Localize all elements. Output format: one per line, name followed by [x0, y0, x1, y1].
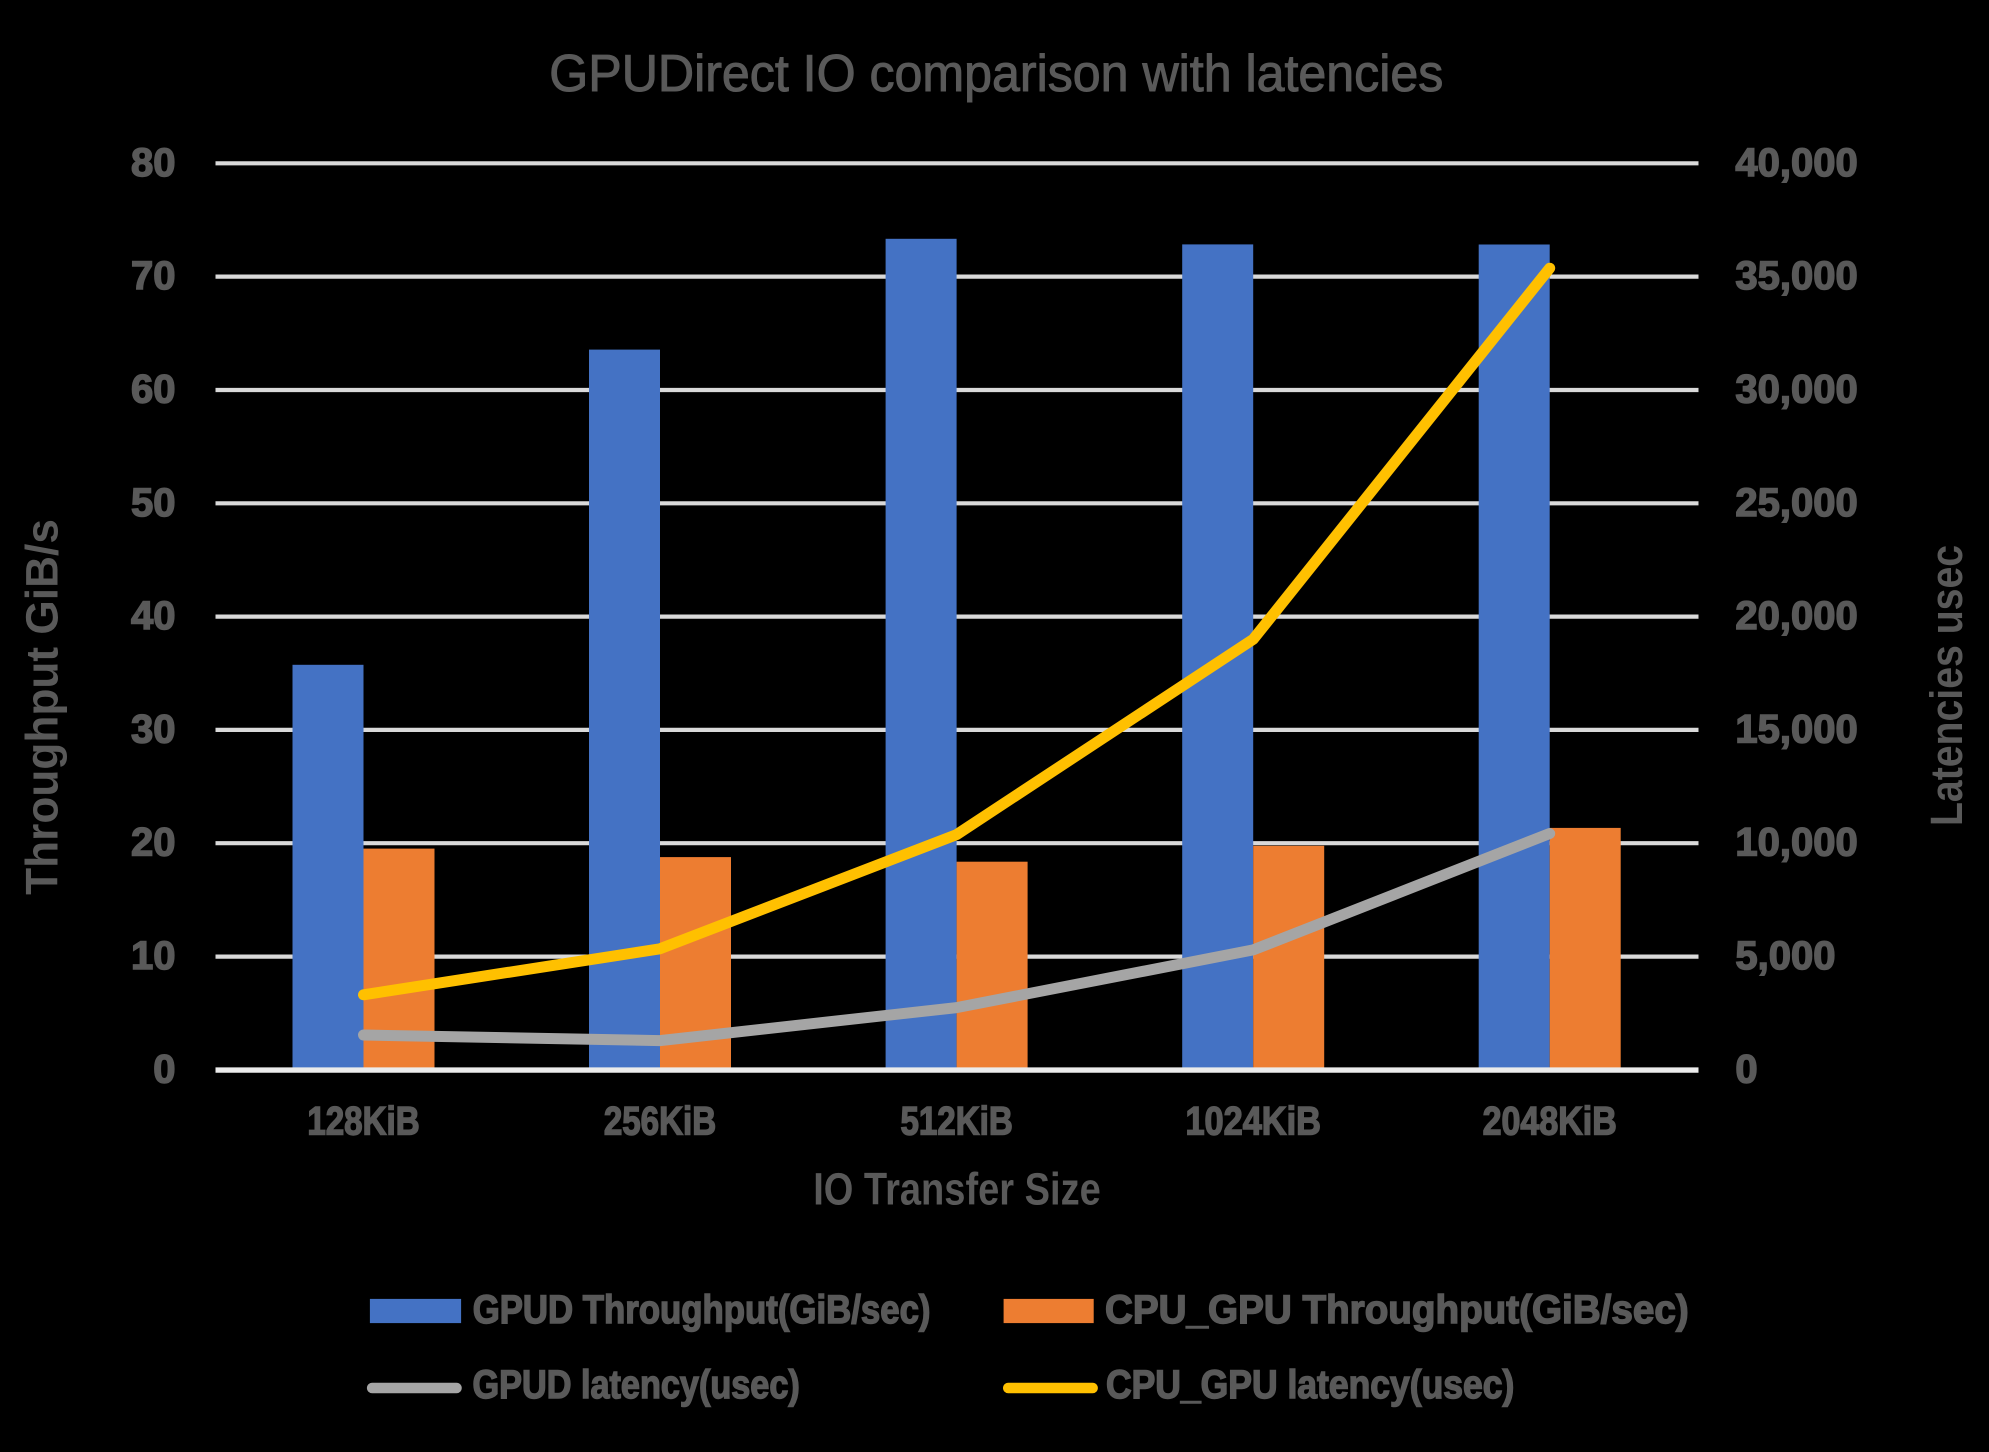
svg-text:20: 20: [131, 821, 176, 865]
svg-text:40,000: 40,000: [1735, 141, 1857, 185]
svg-text:20,000: 20,000: [1735, 594, 1857, 638]
svg-text:35,000: 35,000: [1735, 254, 1857, 298]
svg-text:15,000: 15,000: [1735, 707, 1857, 751]
svg-text:30,000: 30,000: [1735, 368, 1857, 412]
svg-text:256KiB: 256KiB: [604, 1100, 716, 1144]
svg-text:CPU_GPU latency(usec): CPU_GPU latency(usec): [1106, 1363, 1514, 1407]
svg-text:GPUD Throughput(GiB/sec): GPUD Throughput(GiB/sec): [473, 1288, 931, 1332]
svg-text:0: 0: [153, 1047, 175, 1091]
svg-text:50: 50: [131, 481, 176, 525]
svg-text:GPUD latency(usec): GPUD latency(usec): [473, 1363, 800, 1407]
svg-text:512KiB: 512KiB: [900, 1100, 1012, 1144]
svg-text:2048KiB: 2048KiB: [1483, 1100, 1617, 1144]
svg-text:5,000: 5,000: [1735, 934, 1835, 978]
svg-text:30: 30: [131, 707, 176, 751]
svg-text:GPUDirect IO comparison with l: GPUDirect IO comparison with latencies: [549, 45, 1443, 103]
svg-text:CPU_GPU Throughput(GiB/sec): CPU_GPU Throughput(GiB/sec): [1105, 1288, 1689, 1332]
svg-text:0: 0: [1735, 1047, 1757, 1091]
svg-text:IO Transfer Size: IO Transfer Size: [813, 1164, 1101, 1215]
svg-text:Latencies usec: Latencies usec: [1921, 545, 1972, 826]
svg-text:1024KiB: 1024KiB: [1185, 1100, 1321, 1144]
svg-text:25,000: 25,000: [1735, 481, 1857, 525]
svg-text:40: 40: [131, 594, 176, 638]
svg-text:10,000: 10,000: [1735, 821, 1857, 865]
svg-text:128KiB: 128KiB: [307, 1100, 419, 1144]
svg-text:Throughput GiB/s: Throughput GiB/s: [17, 519, 68, 895]
svg-text:70: 70: [131, 254, 176, 298]
svg-text:10: 10: [131, 934, 176, 978]
svg-text:60: 60: [131, 368, 176, 412]
svg-text:80: 80: [131, 141, 176, 185]
